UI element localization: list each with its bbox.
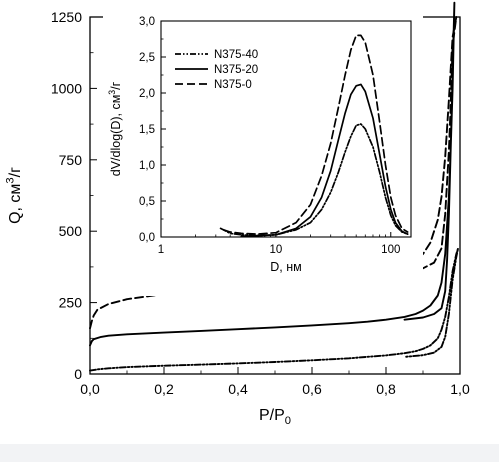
main-series-n375-20 [89,1,456,347]
inset-y-tick-label: 0,0 [139,232,155,244]
main-y-tick-label: 1000 [51,80,82,96]
inset-y-axis-title: dV/dlog(D), см3/г [107,81,123,176]
legend-label-n375-20: N375-20 [214,64,258,76]
inset-y-tick-label: 1,5 [139,124,155,136]
main-x-tick-label: 0,6 [302,381,322,397]
inset-y-tick-label: 1,0 [139,160,155,172]
main-x-tick-label: 0,2 [154,381,174,397]
inset-x-tick-label: 1 [158,244,164,256]
legend-label-n375-40: N375-40 [214,49,258,61]
main-x-tick-label: 0,8 [376,381,396,397]
main-y-tick-label: 500 [59,223,83,239]
inset-x-axis-title: D, нм [270,260,301,274]
main-x-tick-label: 0,4 [228,381,248,397]
inset-y-tick-label: 2,5 [139,52,155,64]
inset-y-tick-label: 3,0 [139,16,155,28]
inset-x-tick-label: 10 [269,244,282,256]
main-x-tick-label: 0,0 [80,381,100,397]
main-series-n375-40 [89,247,460,372]
inset-x-tick-label: 100 [381,244,400,256]
inset-series-n375-0 [222,34,409,235]
main-y-tick-label: 0 [74,366,82,382]
legend-label-n375-0: N375-0 [214,79,252,91]
main-y-axis-title: Q, см3/г [5,167,24,224]
bottom-band [0,444,499,462]
main-x-axis-title-sub: 0 [285,415,291,427]
inset-chart: 1 10 100 0,0 0,5 1,0 1,5 2,0 2,5 3,0 D, нм dV/dlog(… [103,4,423,296]
main-y-tick-label: 250 [59,295,83,311]
inset-legend: N375-40 N375-20 N375-0 [175,49,258,91]
main-chart: 0,0 0,2 0,4 0,6 0,8 1,0025050075010001250P/P0… [5,1,470,427]
inset-backdrop [103,4,423,296]
main-y-tick-label: 1250 [51,9,82,25]
main-y-tick-label: 750 [59,152,83,168]
inset-series-n375-20 [240,83,409,238]
main-x-tick-label: 1,0 [450,381,470,397]
main-x-axis-title: P/P0 [259,407,291,427]
inset-y-tick-label: 2,0 [139,88,155,100]
inset-y-tick-label: 0,5 [139,196,155,208]
